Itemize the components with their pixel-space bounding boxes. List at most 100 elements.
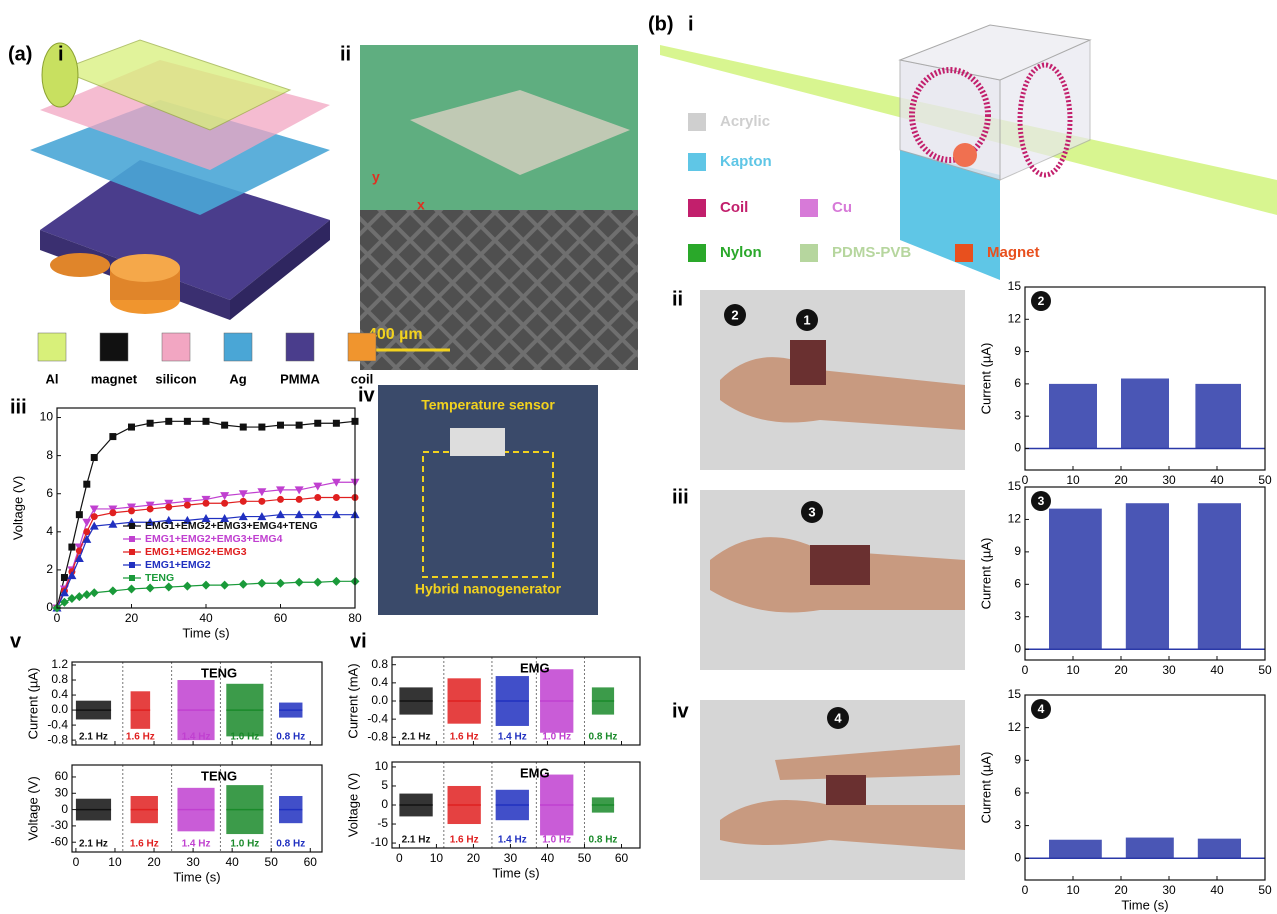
x-tick-label: 10 bbox=[430, 851, 444, 865]
legend-swatch bbox=[129, 549, 135, 555]
y-tick-label: 5 bbox=[381, 778, 388, 792]
segment-label: 1.0 Hz bbox=[230, 839, 259, 850]
material-label: Cu bbox=[832, 199, 852, 216]
y-tick-label: 0 bbox=[1014, 850, 1021, 864]
legend-swatch bbox=[129, 575, 135, 581]
y-axis-title: Voltage (V) bbox=[25, 776, 40, 840]
data-point bbox=[89, 521, 99, 530]
y-tick-label: -0.8 bbox=[47, 732, 68, 746]
data-point bbox=[331, 478, 341, 487]
x-tick-label: 0 bbox=[396, 851, 403, 865]
x-tick-label: 10 bbox=[1066, 883, 1080, 897]
chart-annotation: 2 bbox=[1038, 294, 1045, 308]
data-point bbox=[220, 580, 230, 590]
data-point bbox=[294, 486, 304, 495]
y-tick-label: 9 bbox=[1014, 752, 1021, 766]
y-tick-label: 6 bbox=[46, 486, 53, 500]
data-point bbox=[239, 423, 247, 431]
photo-label: Hybrid nanogenerator bbox=[415, 581, 562, 597]
y-tick-label: 15 bbox=[1008, 687, 1022, 701]
segment-label: 1.4 Hz bbox=[182, 839, 211, 850]
legend-label: EMG1+EMG2+EMG3+EMG4 bbox=[145, 533, 283, 545]
data-point bbox=[257, 488, 267, 497]
photo-microscope bbox=[360, 210, 638, 370]
photos-b bbox=[700, 290, 965, 880]
data-point bbox=[90, 454, 98, 462]
material-label: coil bbox=[351, 371, 373, 386]
data-point bbox=[165, 417, 173, 425]
legend-swatch bbox=[129, 523, 135, 529]
burst bbox=[1121, 378, 1169, 449]
material-swatch bbox=[688, 113, 706, 131]
x-tick-label: 20 bbox=[125, 611, 139, 625]
data-point bbox=[332, 419, 340, 427]
burst bbox=[1125, 837, 1174, 859]
y-tick-label: 8 bbox=[46, 448, 53, 462]
data-point bbox=[82, 590, 92, 600]
y-tick-label: -0.8 bbox=[367, 729, 388, 743]
x-tick-label: 10 bbox=[1066, 663, 1080, 677]
panel-label: v bbox=[10, 630, 22, 652]
y-tick-label: -10 bbox=[371, 835, 389, 849]
y-tick-label: 3 bbox=[1014, 408, 1021, 422]
data-point bbox=[313, 482, 323, 491]
material-swatch bbox=[223, 332, 253, 362]
data-point bbox=[331, 510, 341, 519]
y-tick-label: 3 bbox=[1014, 609, 1021, 623]
data-point bbox=[127, 584, 136, 594]
data-point bbox=[67, 593, 77, 603]
legend-label: EMG1+EMG2+EMG3 bbox=[145, 546, 247, 558]
segment-label: 2.1 Hz bbox=[402, 732, 431, 743]
segment-label: 1.4 Hz bbox=[182, 732, 211, 743]
annotation-badge bbox=[1031, 699, 1051, 719]
y-tick-label: 0.8 bbox=[371, 657, 388, 671]
x-tick-label: 0 bbox=[1022, 473, 1029, 487]
device-drawing-b bbox=[660, 24, 1277, 280]
material-label: Acrylic bbox=[720, 113, 770, 130]
y-tick-label: 6 bbox=[1014, 576, 1021, 590]
y-tick-label: 2 bbox=[46, 562, 53, 576]
material-label: Nylon bbox=[720, 244, 762, 261]
segment-label: 0.8 Hz bbox=[276, 732, 305, 743]
material-swatch bbox=[347, 332, 377, 362]
legend-swatch bbox=[129, 562, 135, 568]
data-point bbox=[59, 588, 69, 597]
series-line bbox=[56, 514, 355, 609]
x-tick-label: 40 bbox=[1210, 663, 1224, 677]
plot-frame bbox=[1024, 694, 1266, 881]
x-tick-label: 80 bbox=[348, 611, 362, 625]
y-tick-label: 10 bbox=[375, 759, 389, 773]
material-swatch bbox=[161, 332, 191, 362]
data-point bbox=[221, 421, 229, 429]
data-point bbox=[164, 582, 174, 592]
segment-label: 1.4 Hz bbox=[498, 835, 527, 846]
x-tick-label: 20 bbox=[1114, 663, 1128, 677]
y-tick-label: 0.0 bbox=[371, 693, 388, 707]
data-point bbox=[75, 511, 83, 519]
chart-annotation: 4 bbox=[1038, 702, 1045, 716]
data-point bbox=[331, 576, 341, 586]
data-point bbox=[146, 419, 154, 427]
x-tick-label: 30 bbox=[504, 851, 518, 865]
data-point bbox=[238, 579, 248, 589]
x-axis-title: Time (s) bbox=[173, 869, 220, 884]
material-label: Coil bbox=[720, 199, 748, 216]
x-tick-label: 20 bbox=[147, 855, 161, 869]
x-tick-label: 40 bbox=[1210, 883, 1224, 897]
motion-marker-label: 3 bbox=[808, 504, 815, 519]
burst bbox=[1049, 508, 1102, 650]
material-label: Al bbox=[46, 371, 59, 386]
x-tick-label: 50 bbox=[1258, 883, 1272, 897]
data-point bbox=[294, 510, 304, 519]
data-point bbox=[276, 578, 285, 588]
x-tick-label: 60 bbox=[615, 851, 629, 865]
chart-annotation: EMG bbox=[520, 765, 550, 780]
panel-label: iii bbox=[672, 486, 689, 508]
annotation-badge bbox=[1031, 491, 1051, 511]
x-tick-label: 0 bbox=[1022, 663, 1029, 677]
data-point bbox=[314, 494, 322, 502]
material-swatch bbox=[800, 244, 818, 262]
material-label: Ag bbox=[229, 371, 246, 386]
material-swatch bbox=[285, 332, 315, 362]
